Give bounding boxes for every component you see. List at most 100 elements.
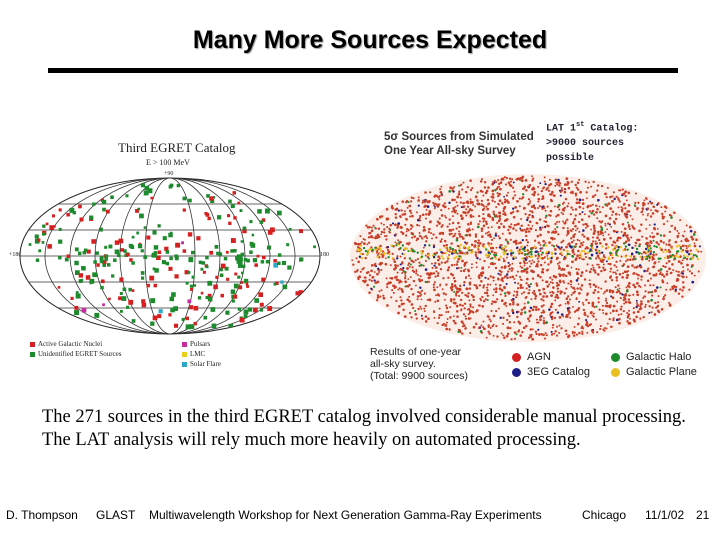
- lat-source-point: [463, 307, 466, 310]
- lat-source-point: [435, 251, 439, 255]
- lat-plane-point: [462, 245, 466, 248]
- lat-source-point: [604, 312, 608, 316]
- egret-source-marker: [74, 260, 79, 266]
- egret-source-marker: [219, 273, 224, 278]
- egret-source-marker: [153, 283, 158, 288]
- egret-source-marker: [149, 275, 155, 281]
- lat-source-point: [591, 264, 594, 267]
- lat-source-point: [612, 304, 616, 308]
- lat-source-point: [561, 202, 564, 205]
- lat-source-point: [534, 254, 537, 257]
- lat-source-point: [450, 232, 453, 235]
- lat-plane-point: [479, 251, 482, 254]
- lat-source-point: [380, 268, 383, 272]
- lat-source-point: [519, 261, 522, 265]
- lat-source-point: [471, 209, 474, 212]
- lat-source-point: [411, 266, 414, 269]
- lat-source-point: [537, 206, 540, 210]
- lat-plane-point: [675, 254, 678, 257]
- lat-source-point: [459, 303, 462, 307]
- lat-source-point: [636, 302, 639, 305]
- egret-source-marker: [139, 213, 144, 219]
- lat-source-point: [495, 187, 499, 191]
- lat-source-point: [494, 290, 498, 294]
- egret-source-marker: [94, 312, 100, 318]
- lat-source-point: [556, 226, 559, 229]
- lat-source-point: [610, 207, 613, 210]
- lat-source-point: [415, 211, 418, 214]
- lat-source-point: [511, 309, 514, 313]
- lat-source-point: [376, 253, 379, 257]
- lat-source-point: [469, 179, 472, 182]
- egret-source-marker: [118, 238, 124, 244]
- lat-plane-point: [432, 255, 436, 259]
- lat-source-point: [542, 333, 545, 337]
- lat-source-point: [523, 261, 526, 264]
- egret-source-marker: [191, 250, 195, 255]
- lat-source-point: [654, 261, 657, 264]
- lat-source-point: [559, 194, 562, 197]
- lat-source-point: [665, 272, 669, 276]
- lat-source-point: [647, 202, 650, 205]
- lat-source-point: [483, 207, 486, 210]
- lat-source-point: [522, 326, 526, 330]
- lat-source-point: [596, 230, 600, 234]
- egret-source-marker: [153, 251, 158, 255]
- lat-source-point: [523, 268, 526, 271]
- lat-source-point: [617, 198, 620, 201]
- lat-plane-point: [688, 244, 691, 248]
- lat-source-point: [495, 325, 498, 328]
- egret-source-marker: [225, 310, 230, 315]
- lat-source-point: [423, 235, 426, 238]
- lat-source-point: [647, 212, 649, 215]
- lat-source-point: [619, 189, 622, 192]
- lat-source-point: [617, 284, 620, 287]
- lat-source-point: [525, 256, 528, 260]
- lat-source-point: [418, 280, 422, 283]
- lat-source-point: [384, 262, 388, 266]
- lat-source-point: [483, 186, 487, 189]
- lat-source-point: [566, 229, 570, 233]
- lat-source-point: [662, 265, 665, 268]
- egret-source-marker: [259, 220, 264, 224]
- lat-source-point: [591, 236, 595, 239]
- lat-source-point: [549, 281, 552, 284]
- lat-source-point: [605, 195, 608, 199]
- lat-source-point: [648, 305, 651, 308]
- lat-source-point: [382, 294, 385, 297]
- lat-source-point: [354, 242, 358, 246]
- lat-source-point: [616, 288, 619, 291]
- lat-source-point: [499, 293, 502, 296]
- lat-source-point: [512, 294, 515, 297]
- lat-source-point: [503, 285, 506, 289]
- lat-source-point: [531, 193, 534, 196]
- lat-source-point: [446, 225, 449, 228]
- lat-source-point: [508, 315, 511, 318]
- lat-source-point: [618, 272, 622, 276]
- egret-source-marker: [162, 236, 167, 241]
- lat-source-point: [468, 281, 472, 285]
- lat-source-point: [583, 235, 586, 238]
- lat-source-point: [410, 196, 413, 199]
- lat-source-point: [426, 256, 430, 259]
- lat-source-point: [376, 272, 379, 276]
- lat-source-point: [531, 179, 534, 182]
- lat-plane-point: [545, 250, 549, 254]
- lat-source-point: [414, 313, 418, 316]
- lat-source-point: [585, 223, 588, 226]
- lat-plane-point: [680, 250, 683, 253]
- lat-source-point: [497, 272, 500, 275]
- lat-source-point: [512, 227, 515, 230]
- lat-source-point: [495, 246, 498, 249]
- lat-source-point: [418, 232, 421, 234]
- lat-source-point: [510, 180, 513, 183]
- lat-source-point: [669, 271, 673, 275]
- lat-source-point: [500, 222, 503, 226]
- lat-source-point: [604, 222, 607, 225]
- lat-source-point: [523, 228, 526, 231]
- lat-source-point: [380, 222, 383, 225]
- lat-plane-point: [645, 257, 649, 261]
- lat-plane-point: [420, 255, 424, 258]
- lat-source-point: [439, 188, 442, 191]
- lat-source-point: [498, 287, 502, 291]
